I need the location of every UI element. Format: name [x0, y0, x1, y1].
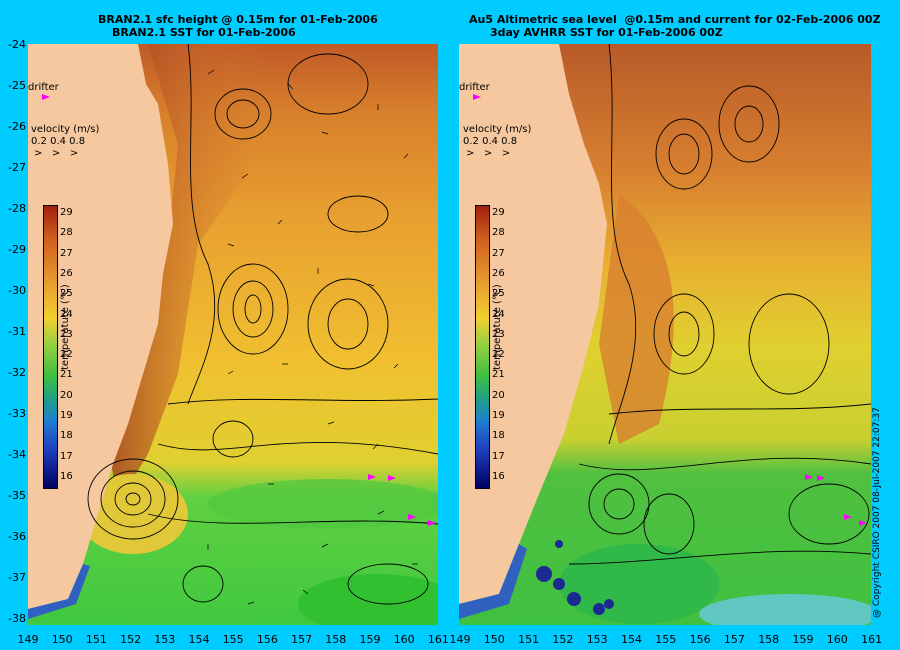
colorbar-tick-label: 25: [60, 288, 73, 300]
x-tick-label: 153: [154, 633, 176, 646]
left-velocity-arrows: > > >: [34, 148, 79, 159]
x-tick-label: 149: [17, 633, 39, 646]
x-tick-label: 155: [655, 633, 677, 646]
left-colorbar: [43, 205, 58, 489]
colorbar-tick-label: 19: [492, 410, 505, 421]
y-tick-label: -32: [8, 366, 26, 379]
colorbar-tick-label: 20: [60, 389, 73, 401]
colorbar-tick-label: 25: [492, 288, 505, 300]
x-tick-label: 153: [586, 633, 608, 646]
colorbar-tick-label: 18: [60, 430, 73, 442]
left-velocity-scale: 0.2 0.4 0.8: [31, 136, 86, 147]
right-velocity-scale: 0.2 0.4 0.8: [463, 136, 518, 147]
x-tick-label: 151: [85, 633, 107, 646]
colorbar-tick-label: 17: [60, 450, 73, 462]
colorbar-tick-label: 16: [492, 470, 505, 482]
x-tick-label: 156: [256, 633, 278, 646]
y-tick-label: -30: [8, 284, 26, 297]
x-tick-label: 159: [359, 633, 381, 646]
colorbar-tick-label: 21: [492, 369, 505, 381]
y-tick-label: -27: [8, 161, 26, 174]
right-colorbar: [475, 205, 490, 489]
colorbar-tick-label: 26: [492, 267, 505, 279]
colorbar-tick-label: 17: [492, 450, 505, 462]
x-tick-label: 157: [723, 633, 745, 646]
x-tick-label: 152: [120, 633, 142, 646]
copyright-notice: @ Copyright CSIRO 2007 08-Jul-2007 22:07…: [872, 407, 882, 618]
colorbar-tick-label: 27: [492, 247, 505, 259]
x-tick-label: 154: [621, 633, 642, 646]
colorbar-tick-label: 28: [492, 227, 505, 239]
left-title-line1: BRAN2.1 sfc height @ 0.15m for 01-Feb-20…: [98, 13, 378, 26]
y-tick-label: -29: [8, 243, 26, 256]
colorbar-tick-label: 21: [60, 369, 73, 381]
x-tick-label: 151: [518, 633, 540, 646]
y-tick-label: -24: [8, 38, 26, 51]
colorbar-tick-label: 20: [492, 389, 505, 401]
colorbar-tick-label: 24: [492, 308, 505, 320]
colorbar-tick-label: 22: [60, 349, 73, 361]
y-tick-label: -37: [8, 571, 26, 584]
x-tick-label: 155: [222, 633, 244, 646]
left-title-line2: BRAN2.1 SST for 01-Feb-2006: [112, 26, 296, 39]
x-tick-label: 150: [51, 633, 73, 646]
x-tick-label: 161: [861, 633, 883, 646]
right-sst-map: [459, 44, 871, 625]
colorbar-tick-label: 29: [492, 207, 505, 218]
colorbar-tick-label: 19: [60, 410, 73, 421]
x-tick-label: 159: [792, 633, 814, 646]
y-tick-label: -36: [8, 530, 26, 543]
y-tick-label: -26: [8, 120, 26, 133]
x-tick-label: 161: [427, 633, 449, 646]
left-drifter-label: drifter: [28, 82, 59, 93]
x-tick-label: 160: [393, 633, 415, 646]
colorbar-tick-label: 24: [60, 308, 73, 320]
y-tick-label: -38: [8, 612, 26, 625]
colorbar-tick-label: 23: [60, 328, 73, 340]
x-tick-label: 157: [291, 633, 313, 646]
right-map-panel: [459, 44, 871, 625]
left-sst-map: [28, 44, 438, 625]
x-tick-label: 156: [689, 633, 711, 646]
x-tick-label: 158: [325, 633, 347, 646]
colorbar-tick-label: 27: [60, 247, 73, 259]
colorbar-tick-label: 29: [60, 207, 73, 218]
right-title-line1: Au5 Altimetric sea level @0.15m and curr…: [469, 13, 881, 26]
right-drifter-label: drifter: [459, 82, 490, 93]
colorbar-tick-label: 26: [60, 267, 73, 279]
colorbar-tick-label: 23: [492, 328, 505, 340]
x-tick-label: 160: [826, 633, 848, 646]
right-velocity-title: velocity (m/s): [463, 124, 532, 135]
right-velocity-arrows: > > >: [466, 148, 511, 159]
left-map-panel: [28, 44, 438, 625]
y-tick-label: -33: [8, 407, 26, 420]
colorbar-tick-label: 16: [60, 470, 73, 482]
colorbar-tick-label: 22: [492, 349, 505, 361]
y-tick-label: -25: [8, 79, 26, 92]
colorbar-tick-label: 18: [492, 430, 505, 442]
x-tick-label: 152: [552, 633, 574, 646]
y-tick-label: -34: [8, 448, 26, 461]
y-tick-label: -31: [8, 325, 26, 338]
x-tick-label: 150: [483, 633, 505, 646]
x-tick-label: 149: [449, 633, 471, 646]
right-title-line2: 3day AVHRR SST for 01-Feb-2006 00Z: [490, 26, 723, 39]
colorbar-tick-label: 28: [60, 227, 73, 239]
x-tick-label: 154: [188, 633, 210, 646]
y-tick-label: -28: [8, 202, 26, 215]
x-tick-label: 158: [758, 633, 780, 646]
left-velocity-title: velocity (m/s): [31, 124, 100, 135]
y-tick-label: -35: [8, 489, 26, 502]
